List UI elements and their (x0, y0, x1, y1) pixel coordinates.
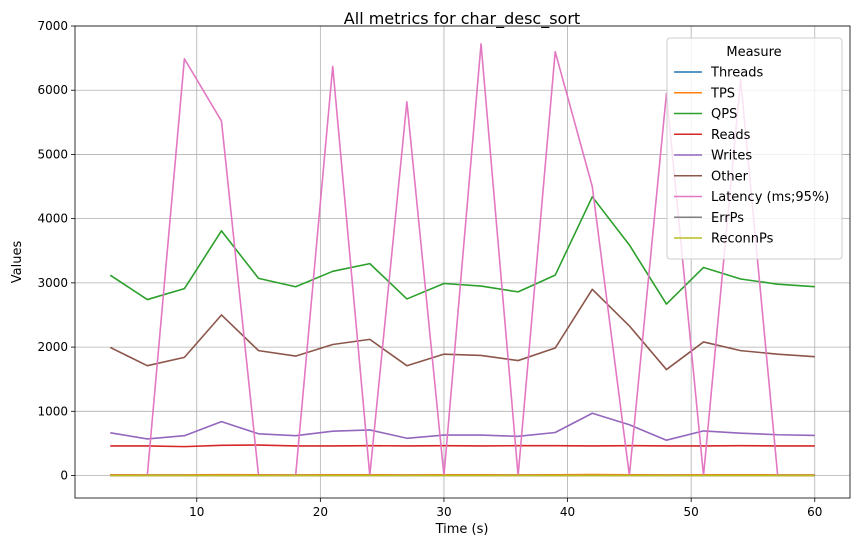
plot-frame (74, 25, 851, 499)
y-tick-label: 1000 (37, 404, 68, 418)
x-tick-label: 60 (807, 505, 822, 519)
legend-label-reconnps: ReconnPs (711, 232, 774, 247)
series-line-reads (110, 444, 815, 448)
chart-title: All metrics for char_desc_sort (344, 9, 580, 29)
y-tick-label: 0 (60, 469, 68, 483)
legend-title: Measure (726, 45, 781, 60)
y-tick-label: 6000 (37, 83, 68, 97)
legend-label-tps: TPS (710, 86, 735, 101)
legend-label-latency-ms-95: Latency (ms;95%) (711, 190, 829, 205)
legend-box (666, 37, 843, 260)
y-tick-label: 2000 (37, 340, 68, 354)
x-tick-label: 40 (560, 505, 575, 519)
x-tick-label: 10 (189, 505, 204, 519)
x-tick-label: 50 (684, 505, 699, 519)
legend-label-writes: Writes (711, 149, 752, 164)
series-line-other (109, 288, 815, 371)
series-layer (109, 43, 815, 477)
legend-label-reads: Reads (711, 128, 751, 143)
y-tick-label: 4000 (37, 212, 68, 226)
y-axis-label: Values (10, 241, 25, 284)
legend-label-other: Other (711, 169, 749, 184)
legend-label-threads: Threads (710, 66, 763, 81)
x-axis-label: Time (s) (435, 522, 489, 537)
series-line-writes (110, 412, 815, 442)
x-tick-label: 20 (313, 505, 328, 519)
legend-label-errps: ErrPs (711, 211, 744, 226)
x-axis-ticks: 10 20 30 40 50 60 (189, 498, 822, 519)
legend-label-qps: QPS (711, 107, 737, 122)
series-line-qps (109, 196, 815, 305)
legend: Measure Threads TPS QPS Reads Writes Other Lat… (666, 37, 843, 260)
y-tick-label: 5000 (37, 147, 68, 161)
series-line-latency-ms-95 (110, 43, 815, 477)
x-tick-label: 30 (436, 505, 451, 519)
y-tick-label: 7000 (37, 19, 68, 33)
y-tick-label: 3000 (37, 276, 68, 290)
y-axis-ticks: 0 1000 2000 3000 4000 5000 6000 7000 (37, 19, 75, 483)
